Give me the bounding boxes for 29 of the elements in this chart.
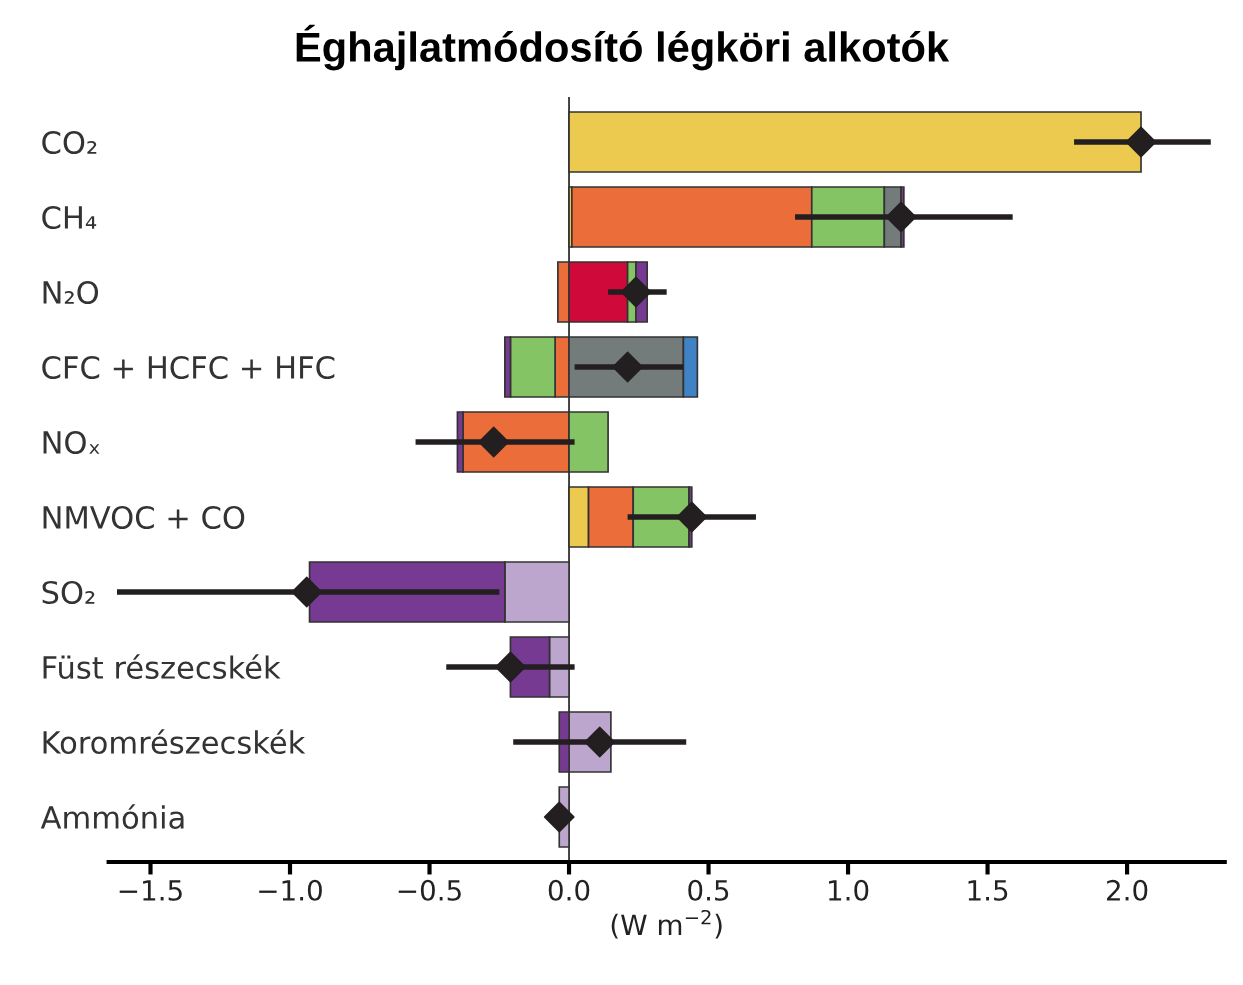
x-tick-label: −1.0: [259, 879, 322, 901]
x-tick-label: 0.5: [688, 879, 729, 901]
bar: [568, 111, 1142, 173]
y-tick-label: Koromrészecskék: [43, 729, 306, 755]
point: [620, 276, 652, 308]
point: [1125, 126, 1157, 158]
x-tick-label: −0.5: [398, 879, 461, 901]
y-tick-label: Ammónia: [40, 804, 184, 830]
x-tick-label: −1.5: [119, 880, 182, 901]
y-tick-label: NMVOC + CO: [43, 505, 245, 530]
y-tick-label: NOₓ: [43, 430, 100, 455]
x-axis-title: (W m$^{−2}$): [611, 909, 722, 939]
point: [478, 426, 510, 458]
y-tick-label: CFC + HCFC + HFC: [42, 355, 335, 380]
y-tick-label: CO₂: [42, 130, 97, 155]
y-tick-label: CH₄: [42, 205, 97, 230]
x-tick-label: 0.0: [548, 879, 590, 901]
point: [495, 651, 526, 683]
point: [291, 576, 323, 608]
x-tick-label: 1.0: [829, 879, 869, 901]
point: [885, 201, 917, 233]
point: [543, 801, 575, 833]
y-tick-label: SO₂: [42, 580, 95, 605]
chart-title: Éghajlatmódosító légköri alkotók: [296, 24, 950, 71]
x-tick-label: 2.0: [1107, 879, 1148, 901]
y-tick-label: Füst részecskék: [43, 654, 281, 680]
x-tick-label: 1.5: [968, 880, 1008, 901]
point: [676, 501, 708, 533]
y-tick-label: N₂O: [43, 280, 99, 305]
